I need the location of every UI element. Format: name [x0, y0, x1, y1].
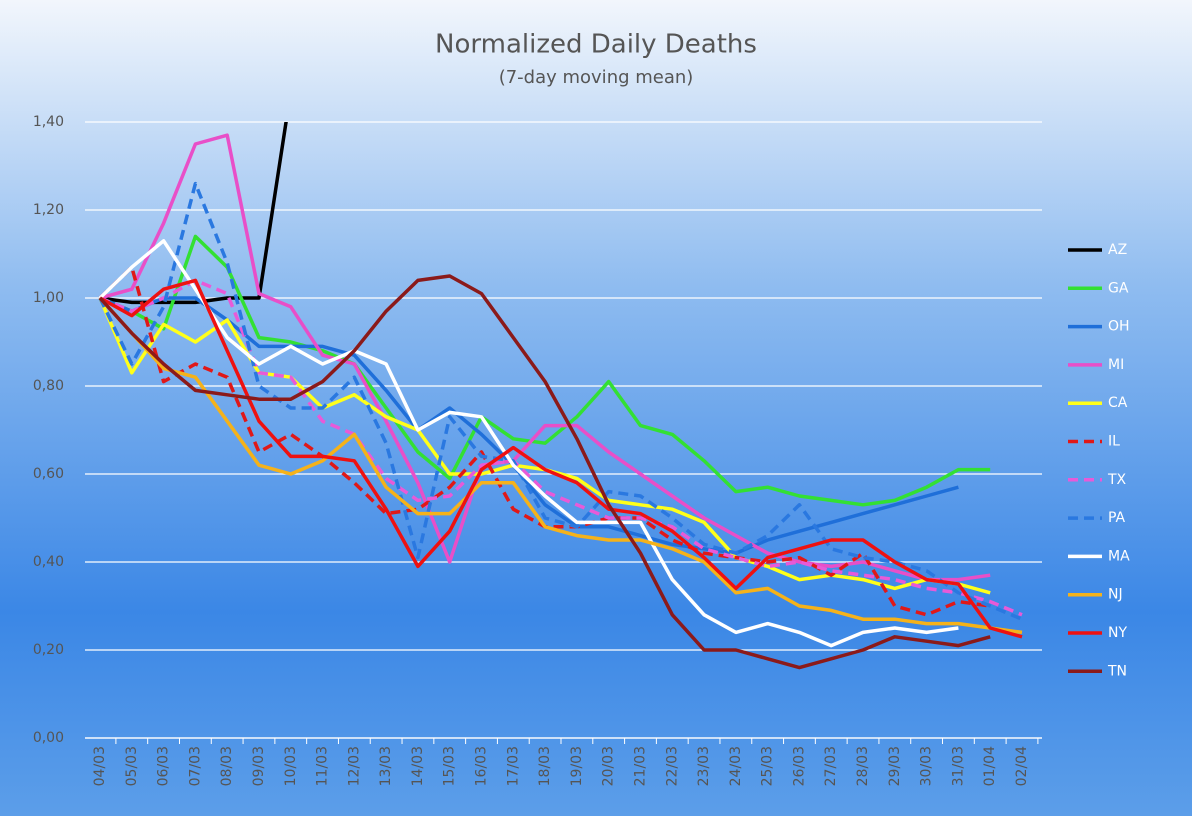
- series-line: [98, 239, 959, 648]
- legend-label: MA: [1108, 548, 1130, 564]
- x-tick-label: 09/03: [251, 746, 267, 786]
- x-tick-label: 07/03: [187, 746, 203, 786]
- x-tick-label: 19/03: [569, 746, 585, 786]
- chart-title: Normalized Daily Deaths: [435, 30, 757, 60]
- x-tick-label: 18/03: [537, 746, 553, 786]
- x-tick-label: 20/03: [601, 746, 617, 786]
- x-tick-label: 08/03: [219, 746, 235, 786]
- legend-label: NJ: [1108, 587, 1123, 603]
- legend-label: OH: [1108, 319, 1130, 335]
- legend-label: NY: [1108, 625, 1127, 641]
- y-tick-label: 0,60: [33, 466, 64, 482]
- series-line: [98, 296, 1023, 635]
- x-tick-label: 02/04: [1014, 746, 1030, 786]
- series-line: [99, 234, 991, 507]
- x-tick-label: 28/03: [855, 746, 871, 786]
- x-tick-label: 30/03: [919, 746, 935, 786]
- legend-label: PA: [1108, 510, 1126, 526]
- x-tick-label: 29/03: [887, 746, 903, 786]
- x-tick-label: 23/03: [696, 746, 712, 786]
- y-tick-label: 1,20: [33, 202, 64, 218]
- x-tick-label: 15/03: [442, 746, 458, 786]
- x-tick-label: 06/03: [156, 746, 172, 786]
- x-tick-label: 01/04: [982, 746, 998, 786]
- series-line: [99, 122, 288, 305]
- x-tick-label: 14/03: [410, 746, 426, 786]
- series-line: [99, 278, 1023, 639]
- series-line: [98, 274, 991, 670]
- legend-label: AZ: [1108, 242, 1127, 258]
- x-tick-label: 31/03: [950, 746, 966, 786]
- series-line: [98, 181, 1023, 621]
- legend-label: MI: [1108, 357, 1124, 373]
- x-tick-label: 04/03: [92, 746, 108, 786]
- x-tick-label: 27/03: [823, 746, 839, 786]
- x-tick-label: 05/03: [124, 746, 140, 786]
- x-tick-label: 25/03: [760, 746, 776, 786]
- chart-subtitle: (7-day moving mean): [499, 67, 694, 88]
- x-tick-label: 16/03: [474, 746, 490, 786]
- y-tick-label: 0,40: [33, 554, 64, 570]
- x-tick-label: 12/03: [346, 746, 362, 786]
- x-tick-label: 24/03: [728, 746, 744, 786]
- series-line: [99, 133, 991, 582]
- x-tick-label: 22/03: [664, 746, 680, 786]
- y-tick-label: 0,80: [33, 378, 64, 394]
- legend-label: GA: [1108, 280, 1129, 296]
- legend-label: TX: [1107, 472, 1127, 488]
- x-tick-label: 21/03: [632, 746, 648, 786]
- x-tick-label: 11/03: [315, 746, 331, 786]
- y-tick-label: 0,00: [33, 730, 64, 746]
- x-tick-label: 13/03: [378, 746, 394, 786]
- legend-label: IL: [1108, 434, 1120, 450]
- legend-label: TN: [1107, 663, 1127, 679]
- y-tick-label: 1,00: [33, 290, 64, 306]
- y-tick-label: 0,20: [33, 642, 64, 658]
- x-tick-label: 10/03: [283, 746, 299, 786]
- x-tick-label: 26/03: [791, 746, 807, 786]
- plot-area: [98, 122, 1023, 670]
- y-tick-label: 1,40: [33, 114, 64, 130]
- legend-label: CA: [1108, 395, 1128, 411]
- x-tick-label: 17/03: [505, 746, 521, 786]
